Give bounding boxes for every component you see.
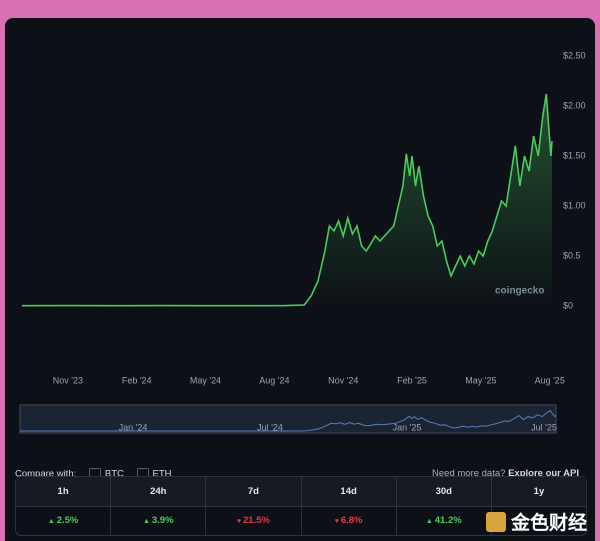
stat-value: 2.5% <box>16 507 110 535</box>
x-tick-label: May '25 <box>465 375 496 385</box>
chart: $0 $0.5 $1.00 $1.50 $2.00 $2.50 Nov '23 Feb '24… <box>19 50 586 434</box>
stat-header: 30d <box>396 477 491 507</box>
compare-option[interactable]: ETH <box>152 468 172 480</box>
area <box>22 94 552 306</box>
stat-value: 3.9% <box>111 507 205 535</box>
stat-cell: 7d21.5% <box>206 477 302 535</box>
stat-header: 7d <box>206 477 301 507</box>
stat-header: 14d <box>301 477 396 507</box>
stats-table: 1h2.5%24h3.9%7d21.5%14d6.8%30d41.2%1y <box>15 476 587 536</box>
stat-header: 1y <box>491 477 587 507</box>
stat-cell: 1y <box>491 477 587 535</box>
y-tick-label: $1.00 <box>563 200 586 210</box>
logo: 金色财经 <box>485 508 587 535</box>
stat-value: 21.5% <box>206 507 300 535</box>
navigator-label: Jul '25 <box>531 422 557 432</box>
navigator-label: Jul '24 <box>257 422 283 432</box>
compare-option[interactable]: BTC <box>104 468 124 480</box>
stat-header: 1h <box>16 477 111 507</box>
x-tick-label: Aug '24 <box>259 375 289 385</box>
stat-value: 41.2% <box>397 507 491 535</box>
y-tick-label: $2.50 <box>563 50 586 60</box>
stat-value: 6.8% <box>302 507 396 535</box>
x-tick-label: Feb '25 <box>397 375 427 385</box>
x-tick-label: Nov '23 <box>53 375 83 385</box>
stat-cell: 1h2.5% <box>16 477 112 535</box>
navigator-label: Jan '24 <box>119 422 148 432</box>
price-line <box>21 93 553 307</box>
api-prompt: Need more data? <box>432 468 506 479</box>
logo-icon <box>485 511 506 532</box>
chart-panel: $0 $0.5 $1.00 $1.50 $2.00 $2.50 Nov '23 Feb '24… <box>5 18 595 541</box>
x-tick-label: May '24 <box>190 375 221 385</box>
y-tick-label: $1.50 <box>563 150 586 160</box>
y-tick-label: $0 <box>563 300 573 310</box>
x-tick-label: Nov '24 <box>328 375 358 385</box>
navigator-line <box>20 409 557 432</box>
api-link[interactable]: Explore our API <box>508 468 579 479</box>
x-tick-label: Feb '24 <box>122 375 152 385</box>
x-tick-label: Aug '25 <box>535 375 565 385</box>
stat-cell: 30d41.2% <box>396 477 492 535</box>
logo-text: 金色财经 <box>510 513 587 534</box>
navigator[interactable] <box>19 404 557 434</box>
y-tick-label: $2.00 <box>563 100 586 110</box>
stat-header: 24h <box>111 477 206 507</box>
navigator-label: Jan '25 <box>393 422 422 432</box>
stat-cell: 24h3.9% <box>111 477 207 535</box>
stat-cell: 14d6.8% <box>301 477 397 535</box>
y-tick-label: $0.5 <box>563 250 581 260</box>
compare-label: Compare with: <box>15 468 77 480</box>
